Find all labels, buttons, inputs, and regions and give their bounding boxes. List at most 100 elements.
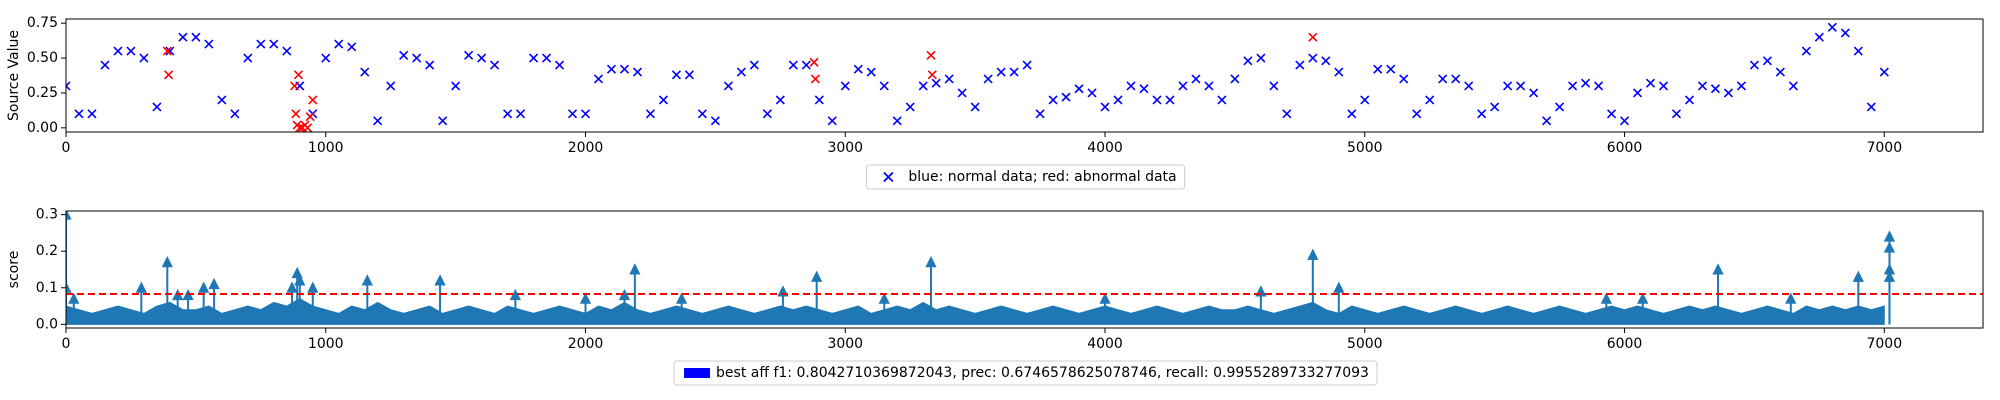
data-point (1619, 116, 1630, 126)
score-arrow (629, 263, 641, 325)
data-point (1581, 78, 1591, 88)
score-arrow (294, 274, 306, 325)
plot-area (66, 22, 1889, 132)
y-tick-label: 0.2 (36, 243, 58, 259)
x-tick-label: 4000 (1087, 140, 1123, 156)
data-point (528, 53, 539, 63)
data-point (1697, 81, 1708, 91)
data-point (516, 109, 526, 119)
data-point (399, 50, 409, 60)
score-arrow (1307, 248, 1319, 325)
data-point (1658, 81, 1669, 91)
data-point (749, 60, 759, 70)
data-point (1308, 53, 1318, 63)
data-point (1723, 88, 1734, 98)
y-tick-label: 0.00 (27, 120, 58, 136)
data-point (905, 102, 915, 112)
data-point (814, 95, 824, 105)
data-point (269, 39, 279, 49)
data-point (1217, 95, 1227, 105)
data-point (606, 64, 617, 74)
data-point (801, 60, 811, 70)
data-point (996, 67, 1006, 77)
score-arrow (434, 274, 446, 325)
data-point (918, 81, 928, 91)
data-point (853, 64, 863, 74)
legend-label: blue: normal data; red: abnormal data (908, 169, 1176, 185)
data-point (303, 123, 313, 132)
data-point (373, 116, 383, 126)
data-point (1048, 95, 1058, 105)
data-point (697, 109, 707, 119)
data-point (74, 109, 84, 119)
score-area (66, 298, 1885, 325)
data-point (879, 81, 889, 91)
data-point (295, 123, 305, 132)
x-tick-label: 2000 (568, 336, 604, 352)
data-point (1425, 95, 1435, 105)
data-point (1762, 56, 1772, 66)
score-arrow (135, 281, 147, 325)
legend-marker (883, 171, 894, 183)
data-point (293, 70, 304, 80)
score-arrow (579, 292, 592, 325)
data-point (1814, 32, 1824, 42)
score-arrow (1712, 263, 1724, 325)
x-tick-label: 0 (62, 336, 71, 352)
data-point (1516, 81, 1526, 91)
data-point (541, 53, 552, 63)
legend-label: best aff f1: 0.8042710369872043, prec: 0… (716, 365, 1369, 381)
data-point (178, 32, 188, 42)
data-point (412, 53, 422, 63)
x-tick-label: 6000 (1607, 140, 1643, 156)
data-point (291, 109, 301, 119)
score-arrow (1852, 270, 1864, 325)
data-point (1542, 116, 1552, 126)
data-point (66, 81, 71, 91)
data-point (1061, 92, 1071, 102)
score-arrow (1785, 292, 1797, 325)
score-arrow (1099, 292, 1111, 325)
data-point (1606, 109, 1617, 119)
data-point (983, 74, 993, 84)
data-point (1503, 81, 1513, 91)
data-point (1879, 67, 1889, 77)
x-tick-label: 5000 (1347, 140, 1383, 156)
data-point (762, 109, 772, 119)
score-arrow (361, 274, 373, 325)
data-point (970, 102, 980, 112)
data-point (567, 109, 578, 119)
data-point (632, 67, 643, 77)
data-point (1438, 74, 1448, 84)
data-point (1684, 95, 1695, 105)
data-point (1671, 109, 1682, 119)
data-point (243, 53, 253, 63)
data-point (305, 112, 315, 122)
x-tick-label: 3000 (827, 140, 863, 156)
data-point (230, 109, 240, 119)
data-point (1035, 109, 1045, 119)
data-point (490, 60, 500, 70)
legend: best aff f1: 0.8042710369872043, prec: 0… (673, 360, 1378, 386)
data-point (866, 67, 876, 77)
data-point (1593, 81, 1604, 91)
data-point (126, 46, 136, 56)
data-point (1282, 109, 1292, 119)
data-point (290, 81, 300, 91)
x-tick-label: 7000 (1866, 140, 1902, 156)
data-point (204, 39, 214, 49)
data-point (840, 81, 850, 91)
data-point (554, 60, 565, 70)
data-point (645, 109, 656, 119)
score-arrow (1637, 292, 1649, 325)
data-point (593, 74, 604, 84)
legend-box (865, 164, 1186, 190)
score-arrow (66, 211, 72, 325)
data-point (1568, 81, 1578, 91)
data-point (1853, 46, 1863, 56)
x-tick-label: 2000 (568, 140, 604, 156)
data-point (152, 102, 162, 112)
data-point (438, 116, 448, 126)
data-point (1788, 81, 1798, 91)
